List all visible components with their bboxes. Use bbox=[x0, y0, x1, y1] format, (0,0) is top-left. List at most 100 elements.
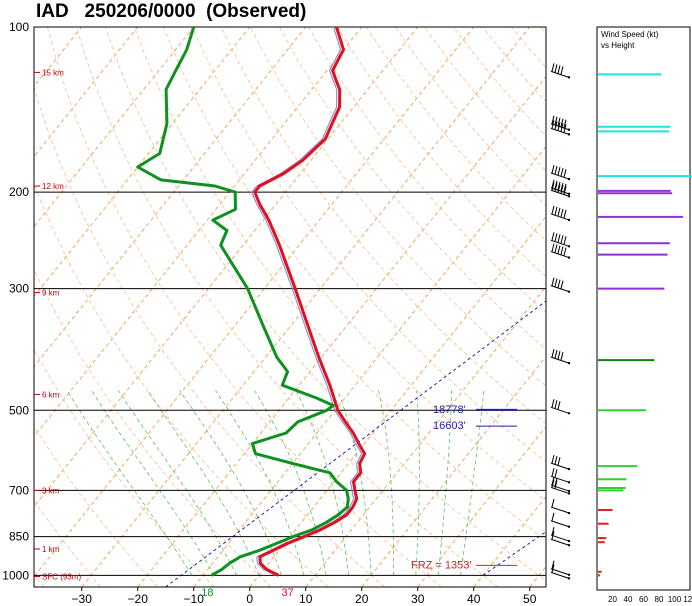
dry-adiabat-line bbox=[308, 27, 546, 314]
isotherm-line bbox=[34, 27, 475, 578]
moist-adiabat-line bbox=[415, 390, 420, 576]
isotherm-line bbox=[34, 27, 307, 368]
moist-adiabat-line bbox=[254, 390, 327, 576]
temp-tick-label: −20 bbox=[128, 592, 149, 606]
wind-barb-icon bbox=[550, 179, 571, 196]
plot-frame bbox=[33, 26, 547, 588]
wind-barb-icon bbox=[550, 498, 571, 515]
isotherm-line bbox=[305, 285, 546, 587]
dry-adiabat-line bbox=[47, 27, 442, 587]
isotherm-line bbox=[249, 215, 546, 587]
moist-adiabat-line bbox=[215, 390, 305, 576]
temp-tick-label: −30 bbox=[72, 592, 93, 606]
dry-adiabat-line bbox=[221, 27, 546, 425]
dry-adiabat-line bbox=[395, 27, 546, 207]
dry-adiabat-line bbox=[163, 27, 546, 502]
dry-adiabat-line bbox=[105, 27, 546, 581]
isotherm-line bbox=[34, 27, 419, 508]
wind-panel-title: Wind Speed (kt) bbox=[601, 30, 659, 39]
moist-adiabat-line bbox=[91, 390, 215, 576]
background-lines bbox=[34, 27, 692, 587]
wind-panel-tick-label: 20 bbox=[608, 595, 617, 604]
wind-panel-tick-label: 100 bbox=[668, 595, 682, 604]
wind-panel-tick-label: 80 bbox=[655, 595, 664, 604]
mixing-ratio-line bbox=[482, 531, 546, 576]
isotherm-line bbox=[34, 27, 195, 228]
moist-adiabat-line bbox=[147, 390, 260, 576]
pressure-tick-label: 200 bbox=[9, 185, 29, 199]
isotherm-line bbox=[34, 27, 363, 438]
height-marker-label: SFC (93m) bbox=[42, 573, 81, 582]
dry-adiabat-line bbox=[34, 499, 102, 587]
wind-barb-icon bbox=[550, 120, 571, 136]
height-marker-label: 6 km bbox=[42, 391, 60, 400]
isotherm-line bbox=[34, 27, 251, 298]
dry-adiabat-line bbox=[250, 27, 546, 387]
temp-tick-label: 30 bbox=[411, 592, 425, 606]
dry-adiabat-line bbox=[657, 27, 692, 587]
wind-barb-icon bbox=[550, 560, 571, 576]
wind-barb-icon bbox=[550, 512, 571, 528]
dry-adiabat-line bbox=[570, 27, 692, 587]
moist-adiabat-line bbox=[117, 390, 237, 576]
dry-adiabat-line bbox=[628, 27, 692, 587]
height-marker-label: 1 km bbox=[42, 545, 60, 554]
dry-adiabat-line bbox=[686, 27, 692, 587]
level-annotation: 16603' bbox=[433, 420, 466, 432]
dry-adiabat-line bbox=[424, 27, 546, 172]
pressure-tick-label: 500 bbox=[9, 403, 29, 417]
pressure-tick-label: 1000 bbox=[2, 568, 29, 582]
wind-barb-icon bbox=[550, 115, 571, 131]
moist-adiabat-line bbox=[66, 390, 193, 576]
wind-barb-icon bbox=[550, 531, 571, 547]
wind-panel-tick-label: 40 bbox=[624, 595, 633, 604]
dry-adiabat-line bbox=[279, 27, 546, 350]
surface-dewpoint-label: 18 bbox=[201, 587, 213, 599]
wind-barb-icon bbox=[550, 479, 571, 495]
temperature-line bbox=[253, 27, 367, 577]
wind-panel-subtitle: vs Height bbox=[601, 41, 635, 50]
wind-barb-icon bbox=[550, 277, 571, 293]
temp-tick-label: 40 bbox=[467, 592, 481, 606]
temp-tick-label: 50 bbox=[523, 592, 537, 606]
wind-panel-tick-label: 60 bbox=[639, 595, 648, 604]
wind-barb-icon bbox=[550, 232, 571, 248]
pressure-tick-label: 850 bbox=[9, 530, 29, 544]
isotherm-line bbox=[34, 27, 83, 88]
moist-adiabat-line bbox=[460, 390, 485, 576]
wind-barb-icon bbox=[550, 348, 571, 365]
dry-adiabat-line bbox=[34, 182, 329, 587]
wind-barb-column bbox=[550, 63, 571, 580]
wind-panel-frame bbox=[596, 26, 691, 591]
dewpoint-line bbox=[136, 27, 350, 577]
pressure-tick-label: 300 bbox=[9, 282, 29, 296]
moist-adiabat-line bbox=[337, 390, 372, 576]
isotherm-line bbox=[193, 145, 546, 587]
wind-barb-icon bbox=[550, 63, 571, 79]
isotherm-line bbox=[473, 495, 546, 587]
temp-tick-label: 20 bbox=[355, 592, 369, 606]
isotherm-line bbox=[361, 355, 546, 587]
temp-tick-label: 10 bbox=[299, 592, 313, 606]
wind-barb-icon bbox=[550, 243, 571, 259]
dry-adiabat-line bbox=[337, 27, 546, 278]
isotherm-line bbox=[137, 75, 546, 587]
dry-adiabat-line bbox=[76, 27, 499, 587]
moist-adiabat-line bbox=[378, 390, 394, 576]
isotherm-line bbox=[529, 565, 546, 587]
height-marker-label: 12 km bbox=[42, 182, 64, 191]
pressure-tick-label: 700 bbox=[9, 483, 29, 497]
dry-adiabat-line bbox=[134, 27, 546, 541]
height-marker-label: 9 km bbox=[42, 289, 60, 298]
wind-barb-icon bbox=[550, 526, 571, 543]
isotherm-line bbox=[81, 27, 531, 587]
isotherm-line bbox=[417, 425, 546, 587]
dry-adiabat-line bbox=[192, 27, 546, 463]
moist-adiabat-line bbox=[179, 390, 282, 576]
wind-barb-icon bbox=[550, 205, 571, 222]
moist-adiabat-line bbox=[437, 390, 452, 576]
dry-adiabat-line bbox=[599, 27, 692, 587]
pressure-tick-label: 100 bbox=[9, 20, 29, 34]
